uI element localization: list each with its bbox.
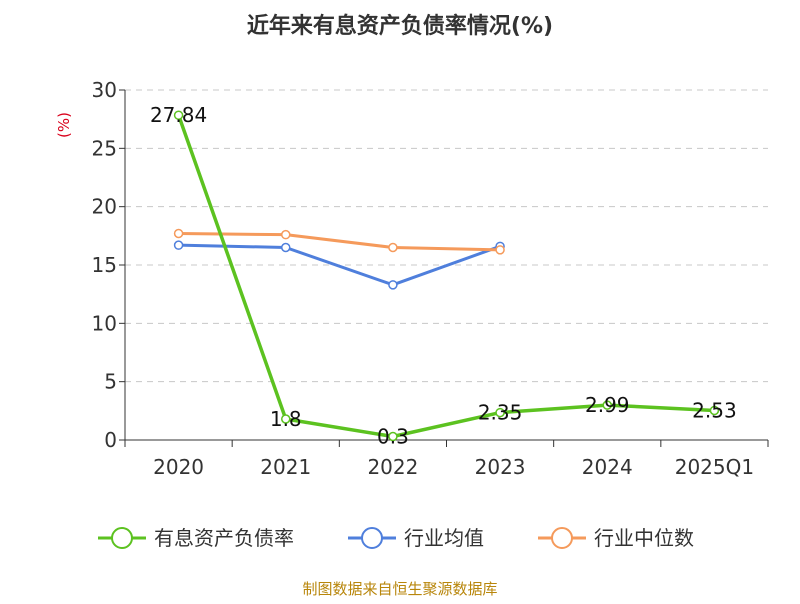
legend-item: 有息资产负债率: [98, 526, 294, 550]
data-label: 0.3: [377, 425, 409, 449]
x-tick-label: 2025Q1: [675, 455, 754, 479]
legend-item: 行业中位数: [538, 526, 694, 550]
y-tick-label: 0: [104, 428, 117, 452]
data-point: [173, 240, 184, 250]
data-label: 27.84: [150, 103, 207, 127]
legend-marker: [551, 527, 573, 549]
series-line: [176, 114, 715, 439]
y-tick-label: 25: [92, 136, 117, 160]
data-label: 2.53: [692, 398, 737, 422]
x-tick-label: 2023: [475, 455, 526, 479]
series-0: [173, 110, 720, 442]
x-tick-label: 2022: [367, 455, 418, 479]
data-point: [602, 400, 612, 410]
data-point: [281, 229, 291, 240]
series-layer: [173, 110, 720, 442]
data-point: [173, 110, 184, 120]
data-point: [173, 228, 184, 239]
y-tick-label: 20: [92, 195, 117, 219]
x-tick-label: 2020: [153, 455, 204, 479]
legend-item: 行业均值: [348, 526, 484, 550]
legend-label: 有息资产负债率: [154, 526, 294, 550]
axes: 0 5 10 15 20 25 30 2020 2021 2022 2023 2024 2025Q1: [92, 78, 769, 479]
legend-marker: [361, 527, 383, 549]
data-label: 2.35: [478, 401, 523, 425]
legend-label: 行业中位数: [594, 526, 694, 550]
data-labels: 27.84 1.8 0.3 2.35 2.99 2.53: [150, 103, 737, 448]
series-2: [173, 228, 505, 255]
y-tick-label: 30: [92, 78, 117, 102]
y-axis-unit: (%): [55, 112, 73, 138]
series-line: [178, 232, 501, 252]
data-label: 2.99: [585, 393, 630, 417]
data-point: [388, 431, 398, 442]
legend-label: 行业均值: [404, 526, 484, 550]
x-tick-label: 2021: [260, 455, 311, 479]
legend-marker: [111, 527, 133, 549]
series-1: [173, 240, 505, 290]
data-point: [495, 407, 505, 418]
data-label: 1.8: [270, 407, 302, 431]
y-tick-label: 15: [92, 253, 117, 277]
legend: 有息资产负债率 行业均值 行业中位数: [98, 526, 694, 550]
data-point: [388, 242, 398, 253]
data-point: [709, 405, 720, 416]
y-tick-label: 5: [104, 370, 117, 394]
data-point: [281, 242, 291, 253]
x-tick-label: 2024: [582, 455, 633, 479]
data-point: [495, 245, 505, 255]
source-note: 制图数据来自恒生聚源数据库: [302, 580, 497, 598]
series-line: [178, 243, 501, 287]
y-tick-label: 10: [92, 311, 117, 335]
data-point: [388, 280, 398, 290]
chart-title: 近年来有息资产负债率情况(%): [247, 13, 553, 39]
data-point: [281, 414, 291, 424]
